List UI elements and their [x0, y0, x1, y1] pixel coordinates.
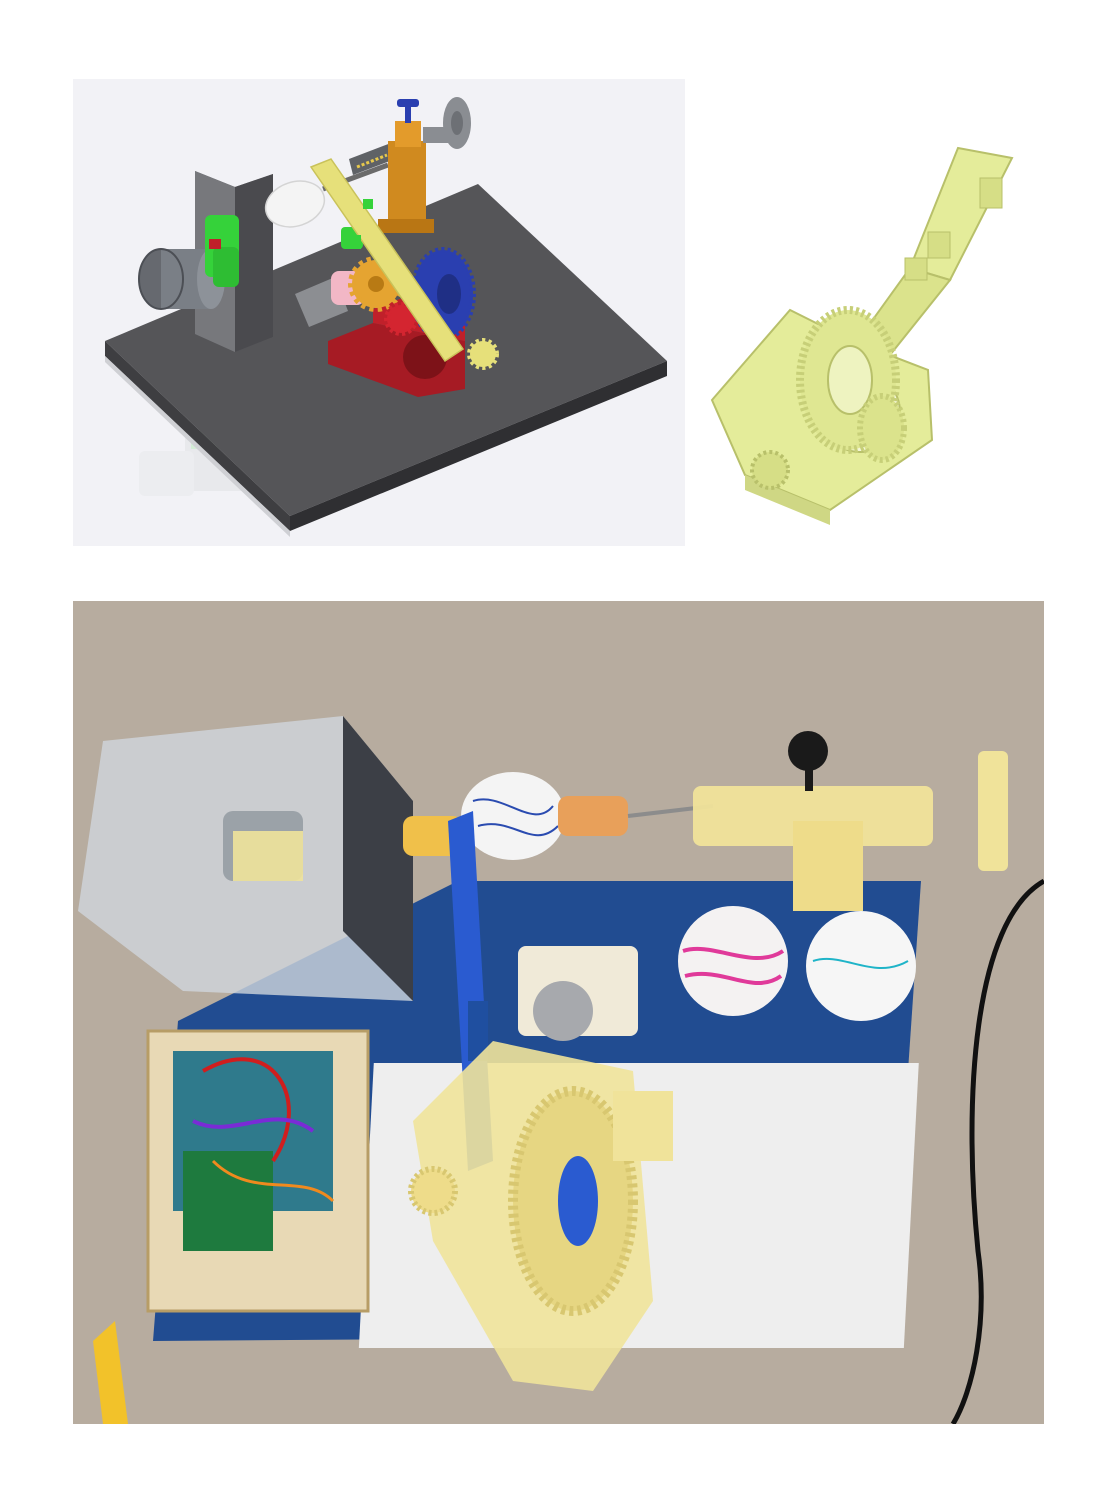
arduino-breadboard	[146, 1029, 370, 1313]
pencil	[93, 1321, 128, 1424]
power-cable	[950, 878, 1044, 1424]
motor	[138, 248, 225, 310]
motor-enclosure	[78, 716, 413, 1001]
egg	[264, 180, 326, 228]
gear-red	[384, 302, 418, 336]
cad-assembly-drawing	[105, 97, 667, 537]
resin-gear-mechanism	[408, 1041, 673, 1391]
arm-gear-part-drawing	[710, 146, 1014, 525]
part-gear-small	[857, 393, 907, 463]
arm-gear-part-render	[700, 140, 1030, 540]
cad-assembly-render	[73, 79, 685, 546]
gear-yellow	[467, 338, 499, 370]
spare-eggs	[678, 906, 916, 1021]
egg-on-spindle	[403, 772, 714, 860]
tailstock-orange	[378, 97, 471, 233]
prototype-photo	[73, 601, 1044, 1424]
photo-tailstock	[693, 731, 1008, 911]
prototype-photo-drawing	[73, 601, 1044, 1424]
tailstock-spring	[349, 143, 395, 175]
pen-arm	[309, 158, 465, 363]
stepper-bracket	[518, 946, 638, 1041]
